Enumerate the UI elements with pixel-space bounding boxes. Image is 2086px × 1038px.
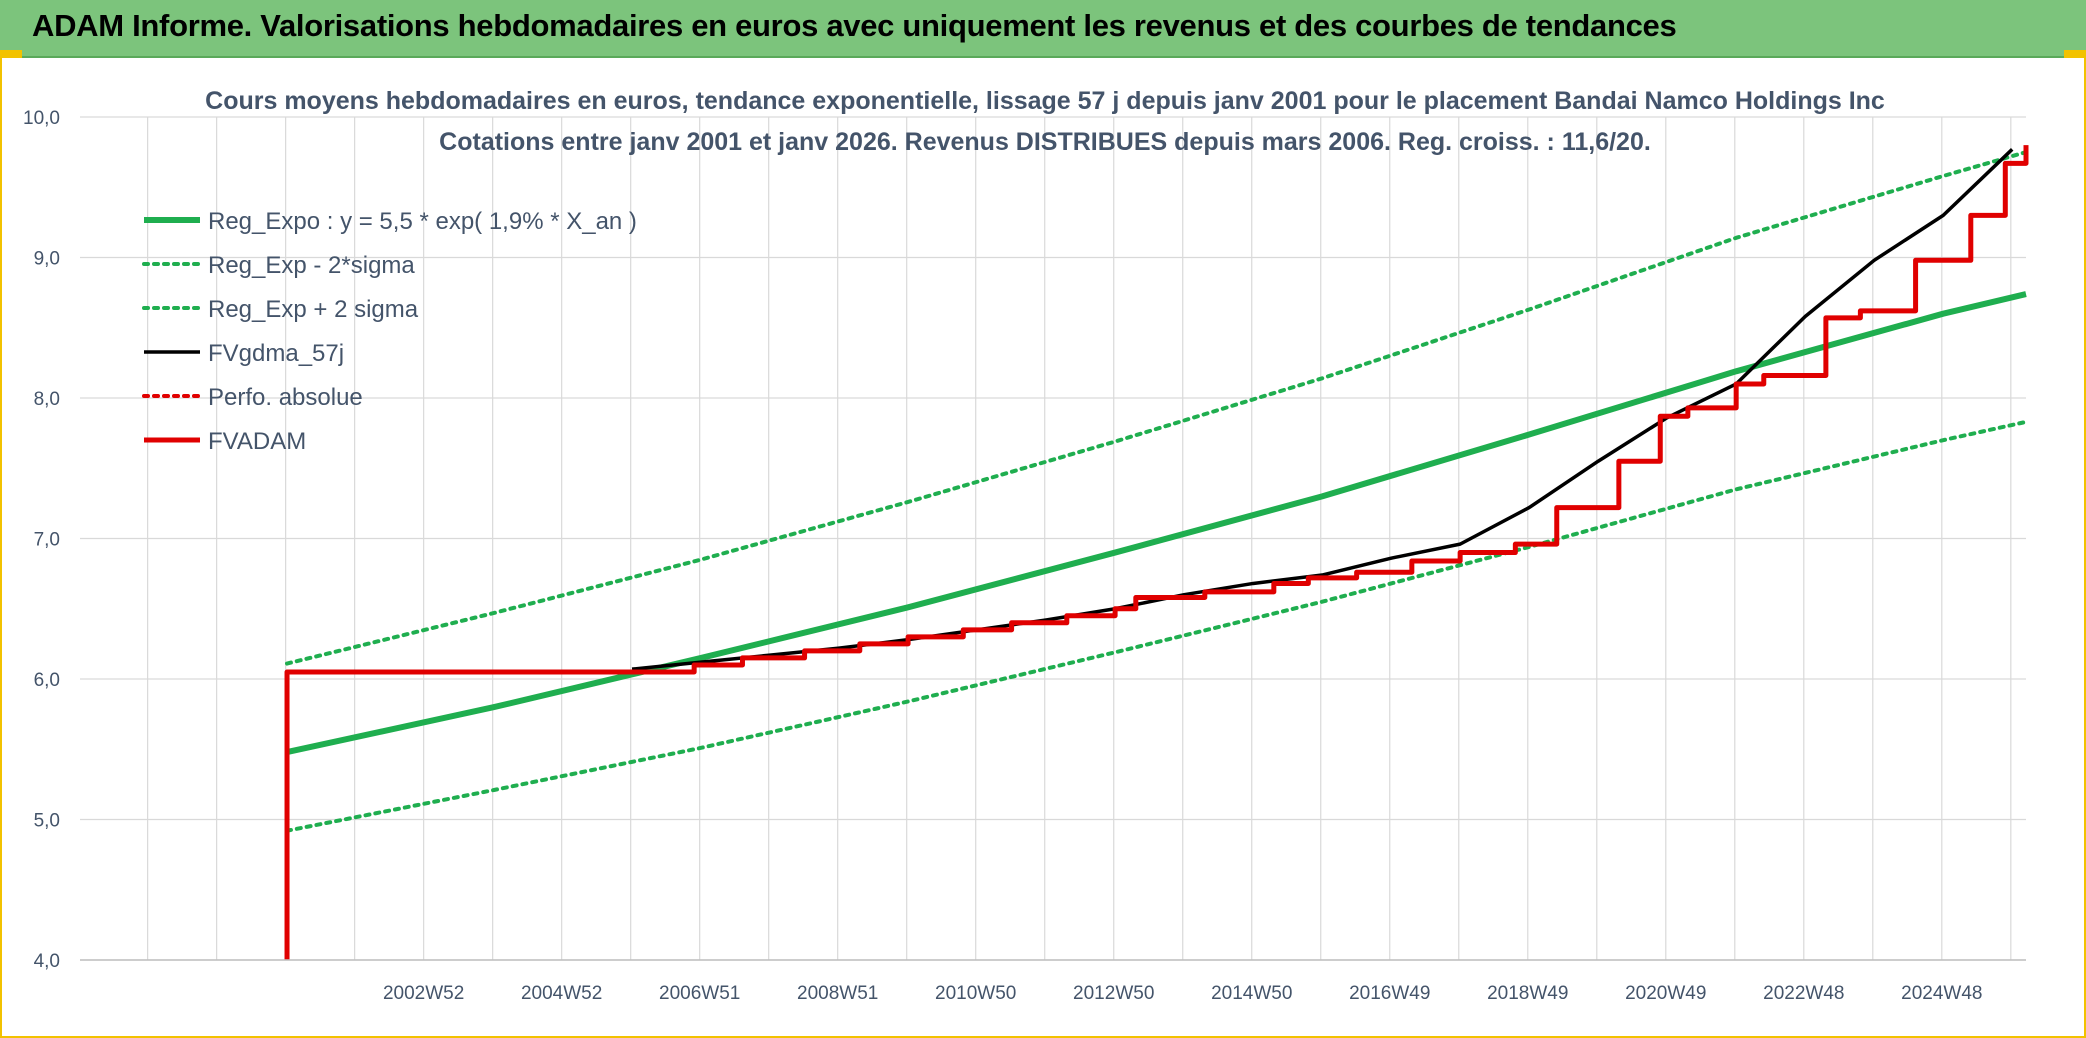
chart-title-line-2: Cotations entre janv 2001 et janv 2026. … [439,128,1651,156]
x-tick-label: 2022W48 [1763,983,1844,1004]
series-line-2 [285,150,2028,666]
x-tick-label: 2002W52 [383,983,464,1004]
chart-title-line-1: Cours moyens hebdomadaires en euros, ten… [205,87,1885,115]
y-tick-label: 5,0 [34,811,60,832]
report-banner: ADAM Informe. Valorisations hebdomadaire… [0,0,2086,58]
x-tick-label: 2018W49 [1487,983,1568,1004]
legend-label: FVgdma_57j [208,340,344,367]
x-tick-label: 2014W50 [1211,983,1292,1004]
y-tick-label: 9,0 [34,249,60,270]
x-tick-label: 2012W50 [1073,983,1154,1004]
series-line-5 [284,145,2029,960]
legend-label: FVADAM [208,428,306,455]
x-tick-label: 2024W48 [1901,983,1982,1004]
legend-label: Reg_Exp - 2*sigma [208,252,415,279]
x-tick-label: 2004W52 [521,983,602,1004]
x-tick-labels: 2002W52 2004W52 2006W51 2008W51 2010W50 2012W… [383,983,1982,1004]
x-tick-label: 2020W49 [1625,983,1706,1004]
y-tick-label: 7,0 [34,530,60,551]
series-line-1 [285,419,2028,833]
y-tick-label: 4,0 [34,951,60,972]
frame-corner-left [0,50,22,58]
legend-label: Reg_Expo : y = 5,5 * exp( 1,9% * X_an ) [208,208,637,235]
series-line-0 [286,291,2027,755]
y-tick-label: 8,0 [34,389,60,410]
x-tick-label: 2010W50 [935,983,1016,1004]
y-tick-label: 6,0 [34,670,60,691]
frame-corner-right [2064,50,2086,58]
chart-title: Cours moyens hebdomadaires en euros, ten… [205,87,1885,156]
grid [80,116,2026,961]
x-tick-label: 2008W51 [797,983,878,1004]
legend-label: Perfo. absolue [208,384,363,411]
legend-label: Reg_Exp + 2 sigma [208,296,419,323]
report-title: ADAM Informe. Valorisations hebdomadaire… [32,8,1677,43]
y-tick-labels: 10,0 9,0 8,0 7,0 6,0 5,0 4,0 [23,108,60,972]
x-tick-label: 2016W49 [1349,983,1430,1004]
series-line-3 [631,148,2014,671]
y-tick-label: 10,0 [23,108,60,129]
x-tick-label: 2006W51 [659,983,740,1004]
series-layer [284,145,2029,960]
legend: Reg_Expo : y = 5,5 * exp( 1,9% * X_an ) R… [142,208,637,455]
